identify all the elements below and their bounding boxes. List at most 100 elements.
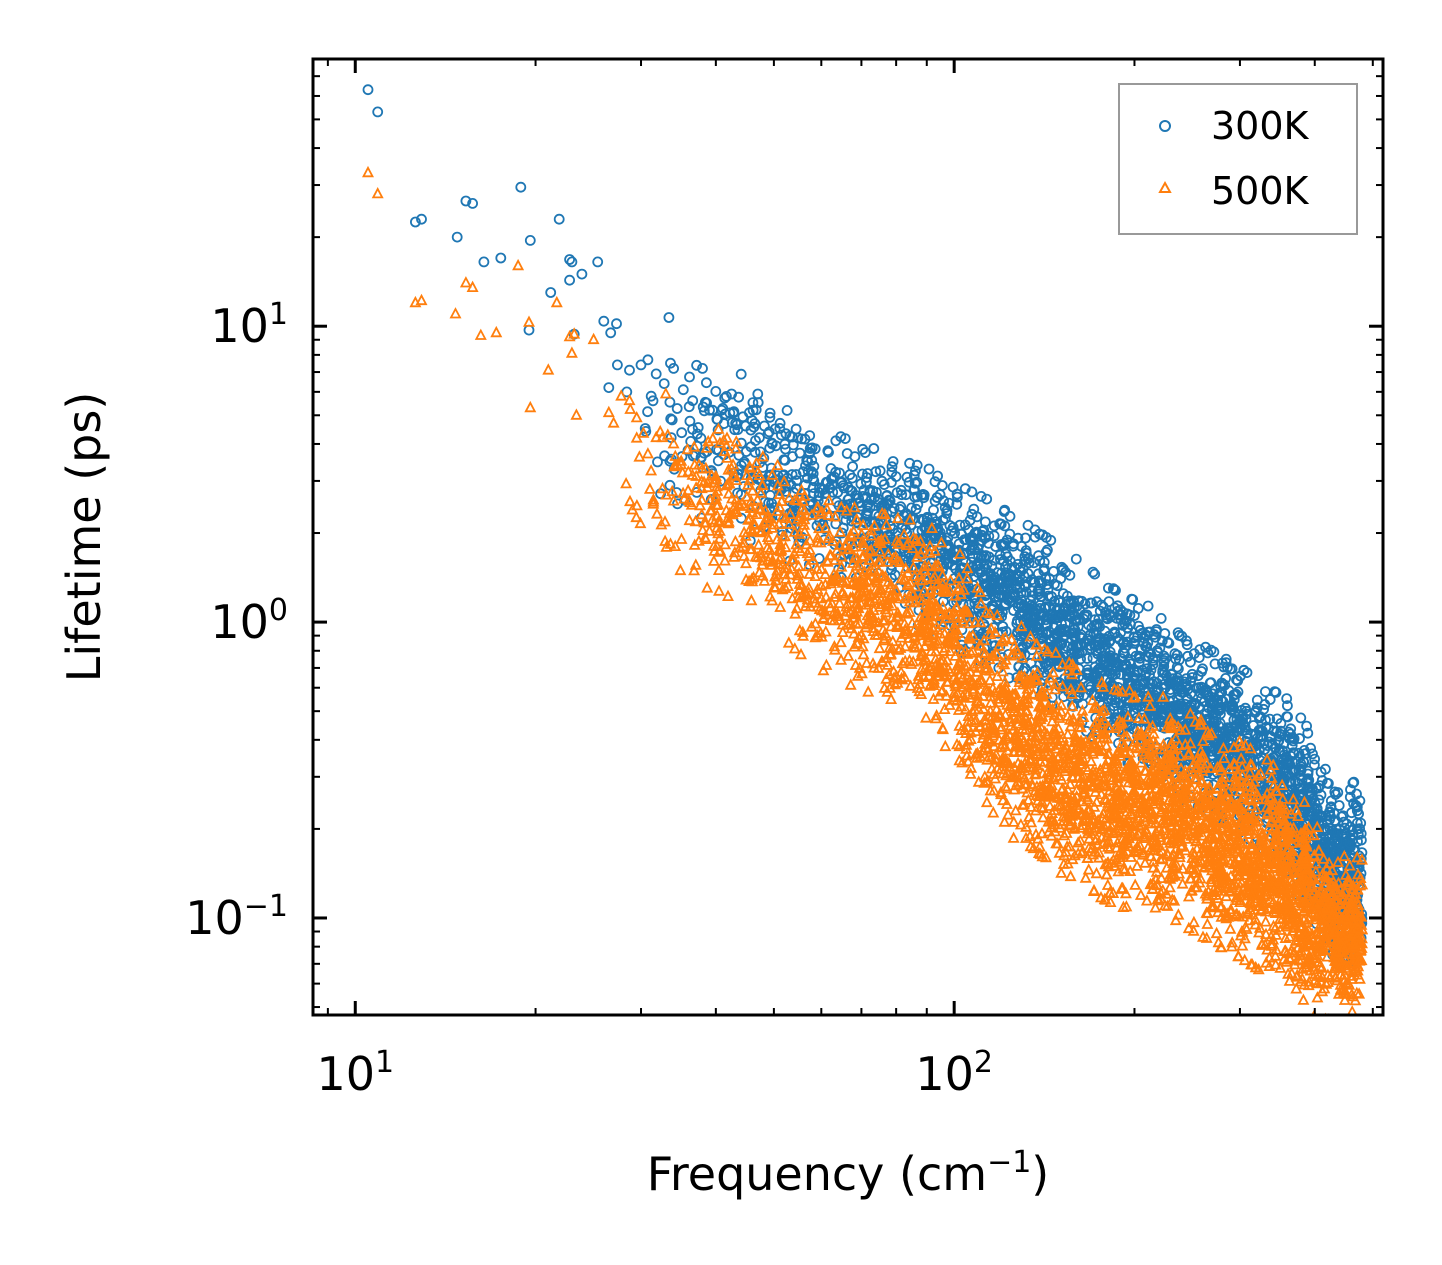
point-300k: [1154, 642, 1166, 654]
point-300k: [1309, 753, 1320, 765]
point-300k: [766, 497, 777, 509]
point-300k: [1260, 714, 1271, 726]
point-300k: [1215, 703, 1226, 714]
point-300k: [975, 490, 987, 502]
point-300k: [704, 404, 715, 416]
point-300k: [1019, 601, 1030, 612]
point-300k: [1185, 656, 1196, 668]
point-500k: [524, 400, 537, 413]
point-300k: [1088, 619, 1100, 631]
point-300k: [910, 465, 921, 477]
point-500k: [907, 560, 920, 573]
point-500k: [1200, 931, 1213, 943]
point-500k: [624, 494, 636, 507]
point-300k: [823, 446, 834, 458]
point-500k: [459, 276, 472, 288]
point-300k: [1302, 768, 1314, 780]
point-500k: [1079, 871, 1092, 883]
point-300k: [1144, 669, 1155, 681]
data-points: [362, 84, 1369, 1015]
point-500k: [1041, 645, 1054, 657]
point-300k: [1330, 789, 1341, 800]
point-300k: [1136, 700, 1148, 712]
point-300k: [1287, 792, 1298, 803]
point-300k: [1346, 807, 1357, 819]
point-300k: [1060, 566, 1071, 578]
point-300k: [605, 327, 617, 339]
point-500k: [659, 387, 672, 399]
point-300k: [1282, 700, 1293, 712]
point-300k: [564, 254, 575, 265]
point-300k: [886, 461, 898, 473]
point-300k: [1182, 650, 1194, 662]
point-300k: [721, 390, 732, 402]
point-300k: [953, 538, 965, 550]
point-500k: [1351, 850, 1364, 863]
point-300k: [881, 490, 893, 502]
point-300k: [1025, 595, 1036, 607]
point-500k: [615, 389, 628, 401]
point-300k: [1241, 728, 1253, 740]
point-500k: [1131, 859, 1144, 871]
point-300k: [874, 465, 886, 477]
point-300k: [710, 385, 722, 397]
point-300k: [1104, 676, 1116, 688]
point-300k: [896, 489, 908, 501]
point-300k: [947, 481, 959, 493]
point-300k: [1204, 713, 1216, 724]
point-500k: [550, 295, 563, 308]
point-300k: [1264, 713, 1276, 725]
point-300k: [843, 493, 855, 505]
point-300k: [855, 478, 867, 490]
point-300k: [1178, 676, 1190, 688]
point-300k: [1140, 650, 1152, 662]
point-300k: [867, 485, 879, 497]
point-300k: [1181, 639, 1193, 651]
point-300k: [460, 195, 472, 207]
point-300k: [1310, 819, 1321, 830]
point-300k: [1012, 615, 1023, 627]
point-300k: [1086, 622, 1098, 634]
point-300k: [1274, 728, 1286, 740]
point-500k: [1072, 836, 1085, 848]
point-300k: [737, 411, 749, 423]
point-300k: [966, 536, 978, 547]
point-300k: [1227, 700, 1239, 712]
point-300k: [612, 359, 623, 371]
point-300k: [1200, 641, 1211, 653]
point-300k: [362, 84, 374, 96]
point-300k: [1355, 817, 1367, 829]
point-300k: [566, 256, 578, 268]
point-300k: [1088, 670, 1099, 682]
point-500k: [951, 737, 963, 750]
point-300k: [1311, 804, 1323, 816]
point-300k: [1190, 732, 1202, 744]
point-300k: [764, 407, 776, 419]
point-300k: [545, 287, 557, 298]
point-300k: [1109, 602, 1121, 614]
point-300k: [1034, 555, 1046, 567]
point-300k: [676, 427, 688, 439]
point-300k: [1295, 758, 1307, 769]
point-300k: [993, 582, 1005, 594]
point-300k: [1038, 565, 1050, 577]
point-300k: [677, 384, 689, 396]
point-300k: [840, 514, 852, 526]
point-300k: [1258, 703, 1269, 715]
point-300k: [1202, 647, 1214, 659]
point-500k: [1015, 619, 1028, 632]
point-500k: [607, 416, 620, 428]
point-300k: [1205, 644, 1217, 656]
point-300k: [701, 377, 712, 389]
point-300k: [451, 231, 463, 243]
point-300k: [699, 396, 711, 408]
point-300k: [1027, 608, 1039, 620]
point-300k: [846, 515, 858, 527]
point-300k: [1287, 735, 1299, 747]
point-500k: [602, 405, 615, 418]
point-500k: [681, 442, 694, 455]
point-500k: [885, 692, 898, 704]
point-500k: [984, 696, 997, 708]
point-500k: [1074, 834, 1087, 846]
point-300k: [683, 401, 695, 413]
